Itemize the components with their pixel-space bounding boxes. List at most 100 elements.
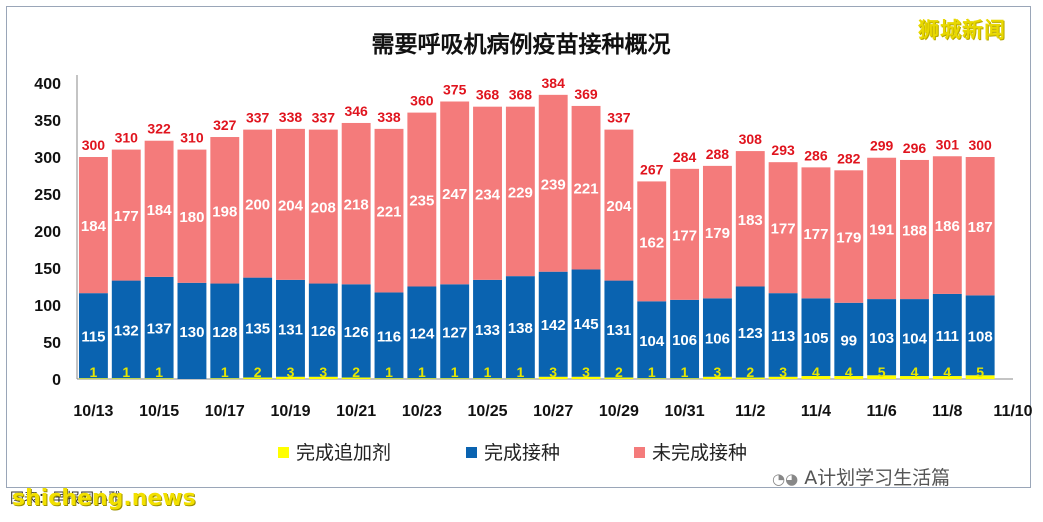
unvaccinated-value-label: 177 [114, 208, 139, 225]
booster-value-label: 3 [714, 364, 722, 380]
vaccinated-value-label: 142 [541, 317, 566, 334]
booster-value-label: 1 [516, 364, 524, 380]
booster-value-label: 2 [746, 364, 754, 380]
bar-segment-vaccinated [637, 301, 667, 379]
vaccinated-value-label: 131 [606, 322, 631, 339]
bar-segment-booster [571, 376, 601, 379]
x-tick-label: 10/27 [533, 403, 573, 420]
bar-segment-vaccinated [243, 277, 273, 378]
bar-segment-unvaccinated [144, 140, 174, 277]
vaccinated-value-label: 99 [840, 332, 857, 349]
vaccinated-value-label: 104 [639, 333, 665, 350]
vaccinated-value-label: 132 [114, 322, 139, 339]
total-value-label: 327 [213, 117, 237, 133]
chart-frame [6, 6, 1031, 488]
unvaccinated-value-label: 186 [935, 218, 960, 235]
booster-value-label: 2 [352, 364, 360, 380]
bar-segment-vaccinated [702, 298, 732, 377]
unvaccinated-value-label: 162 [639, 234, 664, 251]
vaccinated-value-label: 126 [344, 324, 369, 341]
bar-segment-unvaccinated [78, 157, 108, 294]
bar-segment-vaccinated [276, 279, 305, 377]
x-tick-label: 11/6 [866, 403, 896, 420]
bar-segment-unvaccinated [276, 128, 305, 280]
bar-segment-unvaccinated [473, 106, 502, 280]
x-tick-label: 10/15 [139, 403, 179, 420]
total-value-label: 368 [509, 87, 533, 103]
bar-segment-unvaccinated [177, 149, 207, 283]
unvaccinated-value-label: 191 [869, 221, 894, 238]
unvaccinated-value-label: 235 [409, 193, 434, 210]
vaccinated-value-label: 124 [409, 325, 435, 342]
watermark-top: 狮城新闻 [918, 18, 1006, 42]
bar-segment-vaccinated [111, 280, 141, 379]
booster-value-label: 1 [451, 364, 459, 380]
bar-segment-booster [604, 377, 634, 379]
bar-segment-booster [407, 378, 437, 380]
vaccinated-value-label: 103 [869, 330, 894, 347]
legend-swatch [466, 447, 477, 458]
x-tick-label: 11/4 [801, 403, 831, 420]
vaccinated-value-label: 135 [245, 321, 270, 338]
booster-value-label: 2 [615, 364, 623, 380]
bar-segment-vaccinated [735, 286, 765, 378]
bar-segment-unvaccinated [965, 157, 995, 296]
unvaccinated-value-label: 204 [606, 198, 632, 215]
bar-segment-vaccinated [538, 271, 568, 377]
vaccinated-value-label: 106 [705, 331, 730, 348]
vaccinated-value-label: 145 [574, 316, 599, 333]
bar-segment-unvaccinated [637, 181, 667, 302]
bar-segment-booster [144, 378, 174, 380]
x-tick-label: 10/31 [665, 403, 705, 420]
bar-segment-unvaccinated [932, 156, 962, 294]
booster-value-label: 4 [943, 364, 951, 380]
bar-segment-unvaccinated [571, 105, 601, 270]
bar-segment-booster [210, 378, 240, 380]
total-value-label: 368 [476, 87, 500, 103]
y-tick-label: 350 [34, 113, 61, 130]
bar-segment-vaccinated [801, 298, 831, 377]
booster-value-label: 4 [845, 364, 853, 380]
x-tick-label: 11/8 [932, 403, 962, 420]
y-tick-label: 100 [34, 298, 61, 315]
booster-value-label: 5 [976, 364, 984, 380]
bar-segment-unvaccinated [538, 94, 568, 272]
legend-label: 未完成接种 [652, 442, 747, 464]
unvaccinated-value-label: 204 [278, 197, 304, 214]
bar-segment-booster [867, 375, 897, 379]
total-value-label: 288 [706, 146, 730, 162]
bar-segment-vaccinated [571, 269, 601, 377]
bar-segment-unvaccinated [210, 137, 240, 284]
vaccinated-value-label: 131 [278, 321, 303, 338]
total-value-label: 300 [82, 137, 106, 153]
bar-segment-booster [374, 378, 404, 380]
bar-segment-booster [735, 377, 765, 379]
unvaccinated-value-label: 179 [836, 230, 861, 247]
bar-segment-unvaccinated [505, 106, 535, 277]
unvaccinated-value-label: 183 [738, 212, 763, 229]
vaccinated-value-label: 127 [442, 324, 467, 341]
vaccinated-value-label: 130 [179, 324, 204, 341]
bar-segment-booster [538, 376, 568, 379]
chart-title: 需要呼吸机病例疫苗接种概况 [372, 31, 671, 58]
unvaccinated-value-label: 179 [705, 225, 730, 242]
unvaccinated-value-label: 187 [968, 219, 993, 236]
bar-segment-unvaccinated [407, 112, 437, 287]
bar-segment-booster [932, 376, 962, 379]
bar-segment-booster [440, 378, 470, 380]
bar-segment-vaccinated [505, 276, 535, 379]
bar-segment-booster [276, 376, 305, 379]
bar-segment-vaccinated [768, 293, 798, 377]
total-value-label: 310 [115, 130, 139, 146]
bar-segment-vaccinated [670, 299, 700, 379]
vaccinated-value-label: 108 [968, 328, 993, 345]
unvaccinated-value-label: 218 [344, 197, 369, 214]
bar-segment-booster [341, 377, 371, 379]
x-tick-label: 10/23 [402, 403, 442, 420]
total-value-label: 308 [739, 131, 763, 147]
unvaccinated-value-label: 177 [771, 221, 796, 238]
bar-segment-unvaccinated [834, 170, 864, 303]
bar-segment-vaccinated [834, 302, 864, 377]
source-note: 图表：早报网小雅 [10, 491, 122, 507]
